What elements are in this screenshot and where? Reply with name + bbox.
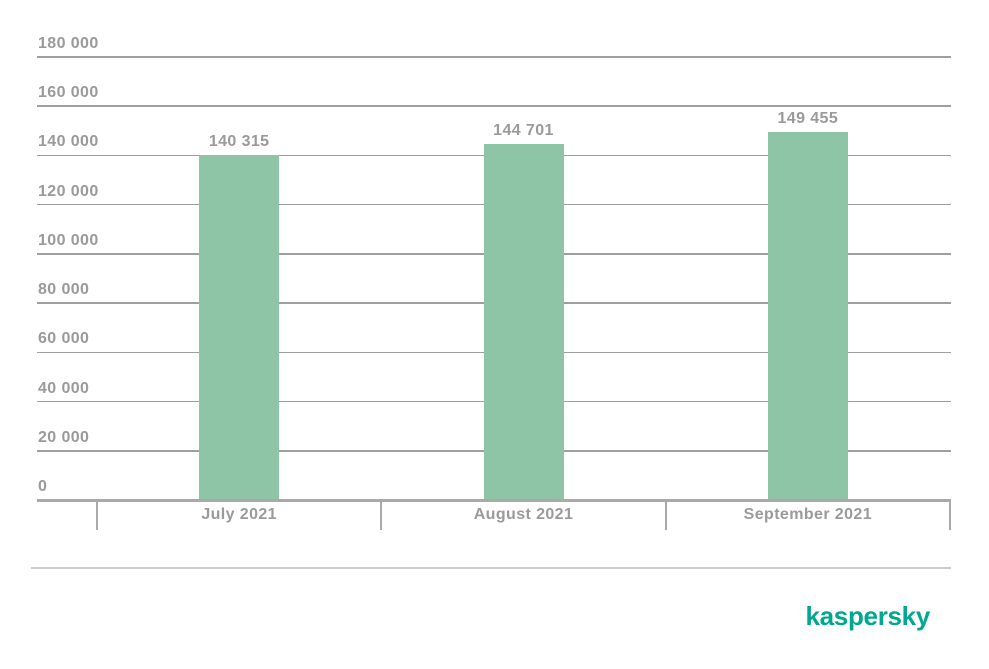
y-axis-tick-label: 60 000 [38, 330, 90, 348]
y-axis-tick-label: 40 000 [38, 379, 90, 397]
bar-value-label: 140 315 [208, 132, 270, 150]
bar-value-label: 149 455 [777, 110, 839, 128]
x-axis-tick [96, 500, 98, 530]
bar-value-label: 144 701 [493, 121, 554, 139]
y-axis-tick-label: 0 [38, 478, 48, 495]
x-axis-tick [664, 500, 667, 530]
bar [199, 154, 280, 500]
footer-divider [31, 567, 951, 569]
x-axis-category-label: July 2021 [201, 506, 277, 523]
gridline [37, 105, 951, 107]
kaspersky-logo: kaspersky [805, 601, 930, 631]
y-axis-tick-label: 100 000 [38, 231, 99, 249]
x-axis-line [37, 499, 951, 502]
x-axis-tick [380, 500, 383, 530]
y-axis-tick-label: 160 000 [38, 84, 99, 102]
x-axis-category-label: August 2021 [473, 506, 574, 523]
y-axis-tick-label: 20 000 [38, 428, 90, 446]
y-axis-tick-label: 180 000 [38, 35, 99, 52]
y-axis-tick-label: 140 000 [38, 133, 99, 151]
x-axis-category-label: September 2021 [743, 506, 872, 523]
y-axis-tick-label: 120 000 [38, 182, 99, 200]
bar [483, 143, 564, 500]
gridline [37, 56, 951, 58]
x-axis-tick [949, 500, 951, 530]
bar [767, 132, 848, 500]
y-axis-tick-label: 80 000 [38, 281, 90, 299]
